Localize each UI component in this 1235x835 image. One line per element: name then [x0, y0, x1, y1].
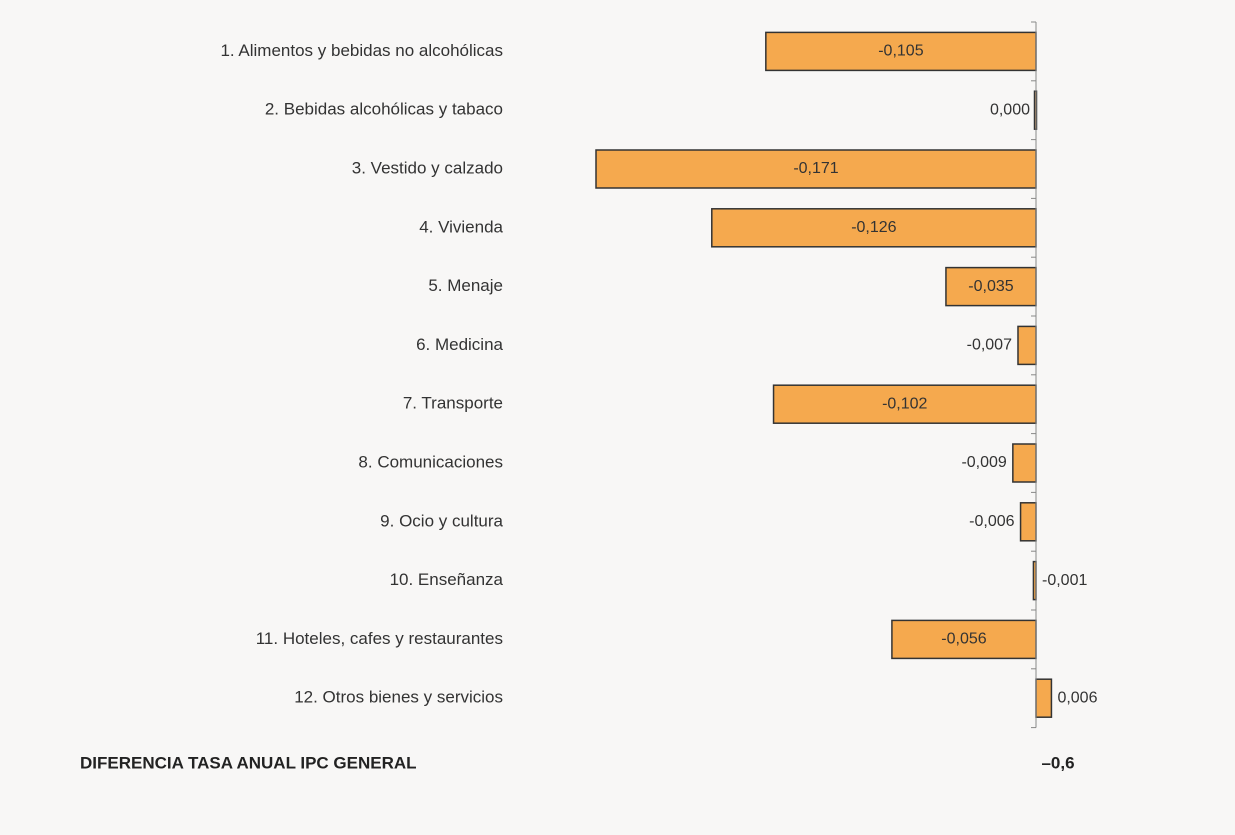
value-label: 0,000 [990, 101, 1030, 118]
value-label: -0,056 [941, 631, 986, 648]
value-label: -0,102 [882, 395, 927, 412]
value-label: -0,171 [793, 160, 838, 177]
value-label: -0,035 [968, 278, 1013, 295]
value-label: -0,006 [969, 513, 1014, 530]
category-label: 6. Medicina [416, 335, 503, 354]
category-label: 7. Transporte [403, 394, 503, 413]
category-label: 10. Enseñanza [390, 570, 504, 589]
category-label: 8. Comunicaciones [358, 452, 503, 471]
value-label: -0,009 [961, 454, 1006, 471]
category-label: 12. Otros bienes y servicios [294, 688, 503, 707]
bar [1012, 443, 1037, 483]
bar [1019, 502, 1037, 542]
total-value: –0,6 [1041, 753, 1074, 772]
bar [891, 619, 1037, 660]
total-label: DIFERENCIA TASA ANUAL IPC GENERAL [80, 753, 417, 772]
category-label: 4. Vivienda [419, 217, 503, 236]
category-label: 1. Alimentos y bebidas no alcohólicas [220, 41, 503, 60]
category-label: 2. Bebidas alcohólicas y tabaco [265, 100, 503, 119]
value-label: 0,006 [1057, 689, 1097, 706]
value-label: -0,126 [851, 219, 896, 236]
bar [1035, 678, 1053, 718]
bar [765, 31, 1037, 72]
category-label: 9. Ocio y cultura [380, 511, 503, 530]
category-label: 5. Menaje [428, 276, 503, 295]
bar [711, 208, 1037, 248]
category-label: 3. Vestido y calzado [352, 158, 503, 177]
bar [772, 384, 1037, 424]
value-label: -0,001 [1042, 572, 1087, 589]
bar [1017, 325, 1037, 366]
value-label: -0,105 [878, 43, 923, 60]
bar [945, 266, 1037, 307]
value-label: -0,007 [967, 337, 1012, 354]
category-label: 11. Hoteles, cafes y restaurantes [256, 629, 503, 648]
